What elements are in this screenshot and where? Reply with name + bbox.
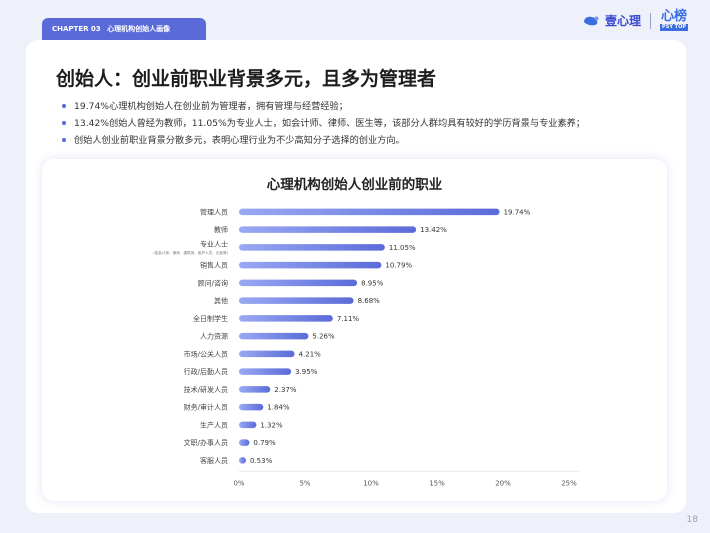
category-label: 管理人员 xyxy=(200,207,228,216)
bar xyxy=(239,261,382,269)
value-label: 10.79% xyxy=(385,262,412,270)
brand-mark-subtext: PSY TOP xyxy=(660,24,688,31)
category-label: 人力资源 xyxy=(200,332,228,341)
chapter-tab: CHAPTER 03 心理机构创始人画像 xyxy=(42,18,206,40)
bullet-item: 19.74%心理机构创始人在创业前为管理者，拥有管理与经营经验； xyxy=(62,98,585,115)
category-label: 教师 xyxy=(214,225,228,234)
bar xyxy=(239,244,385,251)
value-label: 11.05% xyxy=(389,244,416,252)
chart-panel: 心理机构创始人创业前的职业 管理人员 19.74% 教师 13.42% 专业人士 (如会计… xyxy=(42,159,667,501)
bar xyxy=(239,350,295,358)
value-label: 0.53% xyxy=(250,457,273,465)
bar xyxy=(239,368,292,375)
x-tick-label: 5% xyxy=(299,479,310,487)
bullet-item: 创始人创业前职业背景分散多元，表明心理行业为不少高知分子选择的创业方向。 xyxy=(62,132,585,149)
category-label: 全日制学生 xyxy=(193,314,228,323)
category-note: (如会计师、律师、建筑师、医护人员、记者等) xyxy=(153,250,228,255)
x-tick-label: 25% xyxy=(561,479,577,487)
value-label: 7.11% xyxy=(337,315,360,323)
brand-logo-icon xyxy=(584,16,599,25)
value-label: 0.79% xyxy=(253,439,276,447)
bar xyxy=(239,457,246,464)
value-label: 2.37% xyxy=(274,386,297,394)
category-label: 专业人士 xyxy=(200,239,228,248)
content-card: 创始人：创业前职业背景多元，且多为管理者 19.74%心理机构创始人在创业前为管… xyxy=(26,40,686,513)
value-label: 8.68% xyxy=(358,297,381,305)
value-label: 4.21% xyxy=(299,350,322,358)
category-label: 市场/公关人员 xyxy=(184,349,228,358)
bar xyxy=(239,421,257,429)
chapter-number: CHAPTER 03 xyxy=(52,25,101,33)
bar-chart: 管理人员 19.74% 教师 13.42% 专业人士 (如会计师、律师、建筑师、医护人员、… xyxy=(153,207,579,487)
value-label: 3.95% xyxy=(295,368,318,376)
category-label: 生产人员 xyxy=(200,420,228,429)
x-tick-label: 20% xyxy=(495,479,511,487)
value-label: 1.84% xyxy=(267,404,290,412)
chart-title: 心理机构创始人创业前的职业 xyxy=(266,177,443,193)
value-label: 13.42% xyxy=(420,226,447,234)
brand-divider xyxy=(650,12,652,29)
category-label: 其他 xyxy=(214,296,228,305)
brand-mark-text: 心榜 xyxy=(661,9,688,24)
page-number: 18 xyxy=(686,515,698,525)
category-label: 客服人员 xyxy=(200,456,228,465)
bullet-list: 19.74%心理机构创始人在创业前为管理者，拥有管理与经营经验； 13.42%创… xyxy=(62,98,585,149)
value-label: 8.95% xyxy=(361,279,384,287)
bar xyxy=(239,226,417,233)
bar xyxy=(239,386,271,393)
category-label: 财务/审计人员 xyxy=(184,403,228,412)
bar xyxy=(239,297,354,304)
value-label: 1.32% xyxy=(260,421,283,429)
bar xyxy=(239,403,264,411)
category-label: 销售人员 xyxy=(200,261,228,270)
value-label: 5.26% xyxy=(312,333,335,341)
brand-name: 壹心理 xyxy=(605,14,642,28)
x-tick-label: 0% xyxy=(233,479,244,487)
category-label: 行政/后勤人员 xyxy=(184,367,228,376)
bar xyxy=(239,332,309,340)
chapter-title: 心理机构创始人画像 xyxy=(107,25,171,33)
bar xyxy=(239,279,358,287)
brand-mark-logo: 心榜 PSY TOP xyxy=(660,10,688,31)
x-tick-label: 15% xyxy=(429,479,445,487)
bar xyxy=(239,439,250,446)
value-label: 19.74% xyxy=(504,208,531,216)
x-tick-label: 10% xyxy=(363,479,379,487)
bar xyxy=(239,208,500,216)
page-title: 创始人：创业前职业背景多元，且多为管理者 xyxy=(56,68,437,90)
bar xyxy=(239,315,333,322)
category-label: 顾问/咨询 xyxy=(198,278,228,287)
bullet-item: 13.42%创始人曾经为教师，11.05%为专业人士，如会计师、律师、医生等，该… xyxy=(62,115,585,132)
brand-header: 壹心理 心榜 PSY TOP xyxy=(582,10,688,31)
category-label: 文职/办事人员 xyxy=(184,438,228,447)
category-label: 技术/研发人员 xyxy=(184,385,228,394)
